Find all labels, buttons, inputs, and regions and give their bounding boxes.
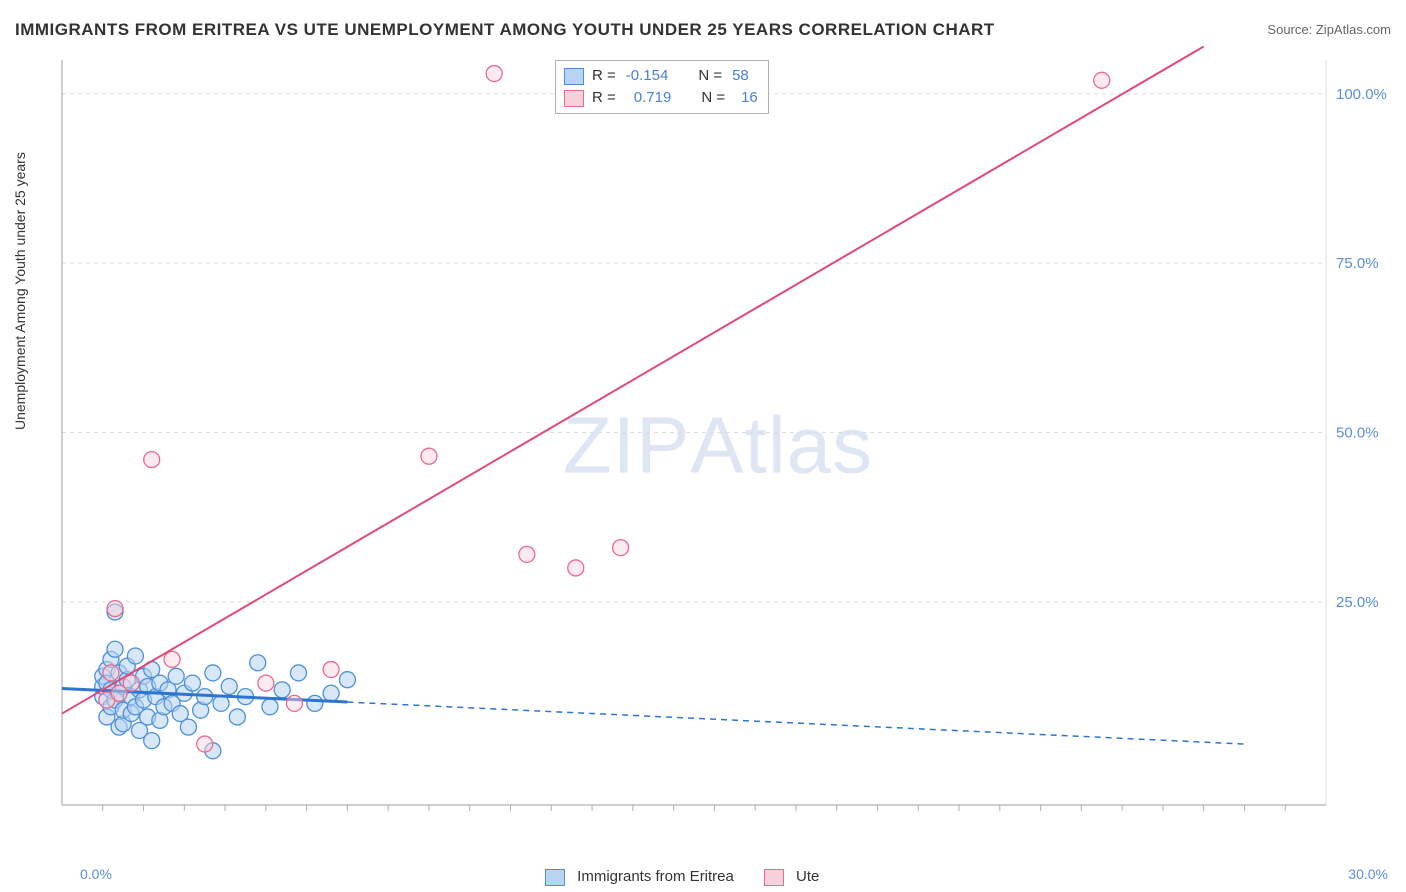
legend-n-label: N = <box>698 65 722 87</box>
y-axis-label: Unemployment Among Youth under 25 years <box>12 152 28 430</box>
legend-label-ute: Ute <box>796 868 819 885</box>
svg-text:100.0%: 100.0% <box>1336 86 1387 103</box>
source-prefix: Source: <box>1267 22 1312 37</box>
chart-title: IMMIGRANTS FROM ERITREA VS UTE UNEMPLOYM… <box>15 20 995 40</box>
legend-swatch-ute-icon <box>564 90 584 107</box>
legend-swatch-eritrea-2-icon <box>545 869 565 886</box>
legend-r-value-ute: 0.719 <box>634 87 672 109</box>
chart-root: IMMIGRANTS FROM ERITREA VS UTE UNEMPLOYM… <box>0 0 1406 892</box>
legend-r-label: R = <box>592 65 616 87</box>
source-value: ZipAtlas.com <box>1316 22 1391 37</box>
legend-swatch-ute-2-icon <box>764 869 784 886</box>
legend-swatch-eritrea-icon <box>564 68 584 85</box>
plot-svg: 25.0% 50.0% 75.0% 100.0% <box>50 55 1386 845</box>
svg-text:75.0%: 75.0% <box>1336 255 1379 272</box>
svg-text:25.0%: 25.0% <box>1336 594 1379 611</box>
x-tick-0: 0.0% <box>80 866 112 882</box>
legend-series: Immigrants from Eritrea Ute <box>545 868 819 886</box>
legend-label-eritrea: Immigrants from Eritrea <box>577 868 734 885</box>
legend-r-label-2: R = <box>592 87 616 109</box>
legend-n-value-eritrea: 58 <box>732 65 749 87</box>
legend-r-value-eritrea: -0.154 <box>626 65 669 87</box>
plot-area: ZIPAtlas 25.0%50.0%75.0%100.0% <box>50 55 1386 845</box>
source-label: Source: ZipAtlas.com <box>1267 22 1391 37</box>
legend-stats: R = -0.154 N = 58 R = 0.719 N = 16 <box>555 60 769 114</box>
legend-item-eritrea: Immigrants from Eritrea <box>545 868 734 886</box>
legend-n-label-2: N = <box>701 87 725 109</box>
svg-text:50.0%: 50.0% <box>1336 425 1379 442</box>
legend-stats-row-eritrea: R = -0.154 N = 58 <box>564 65 758 87</box>
x-tick-30: 30.0% <box>1348 866 1388 882</box>
legend-stats-row-ute: R = 0.719 N = 16 <box>564 87 758 109</box>
legend-n-value-ute: 16 <box>741 87 758 109</box>
legend-item-ute: Ute <box>764 868 820 886</box>
